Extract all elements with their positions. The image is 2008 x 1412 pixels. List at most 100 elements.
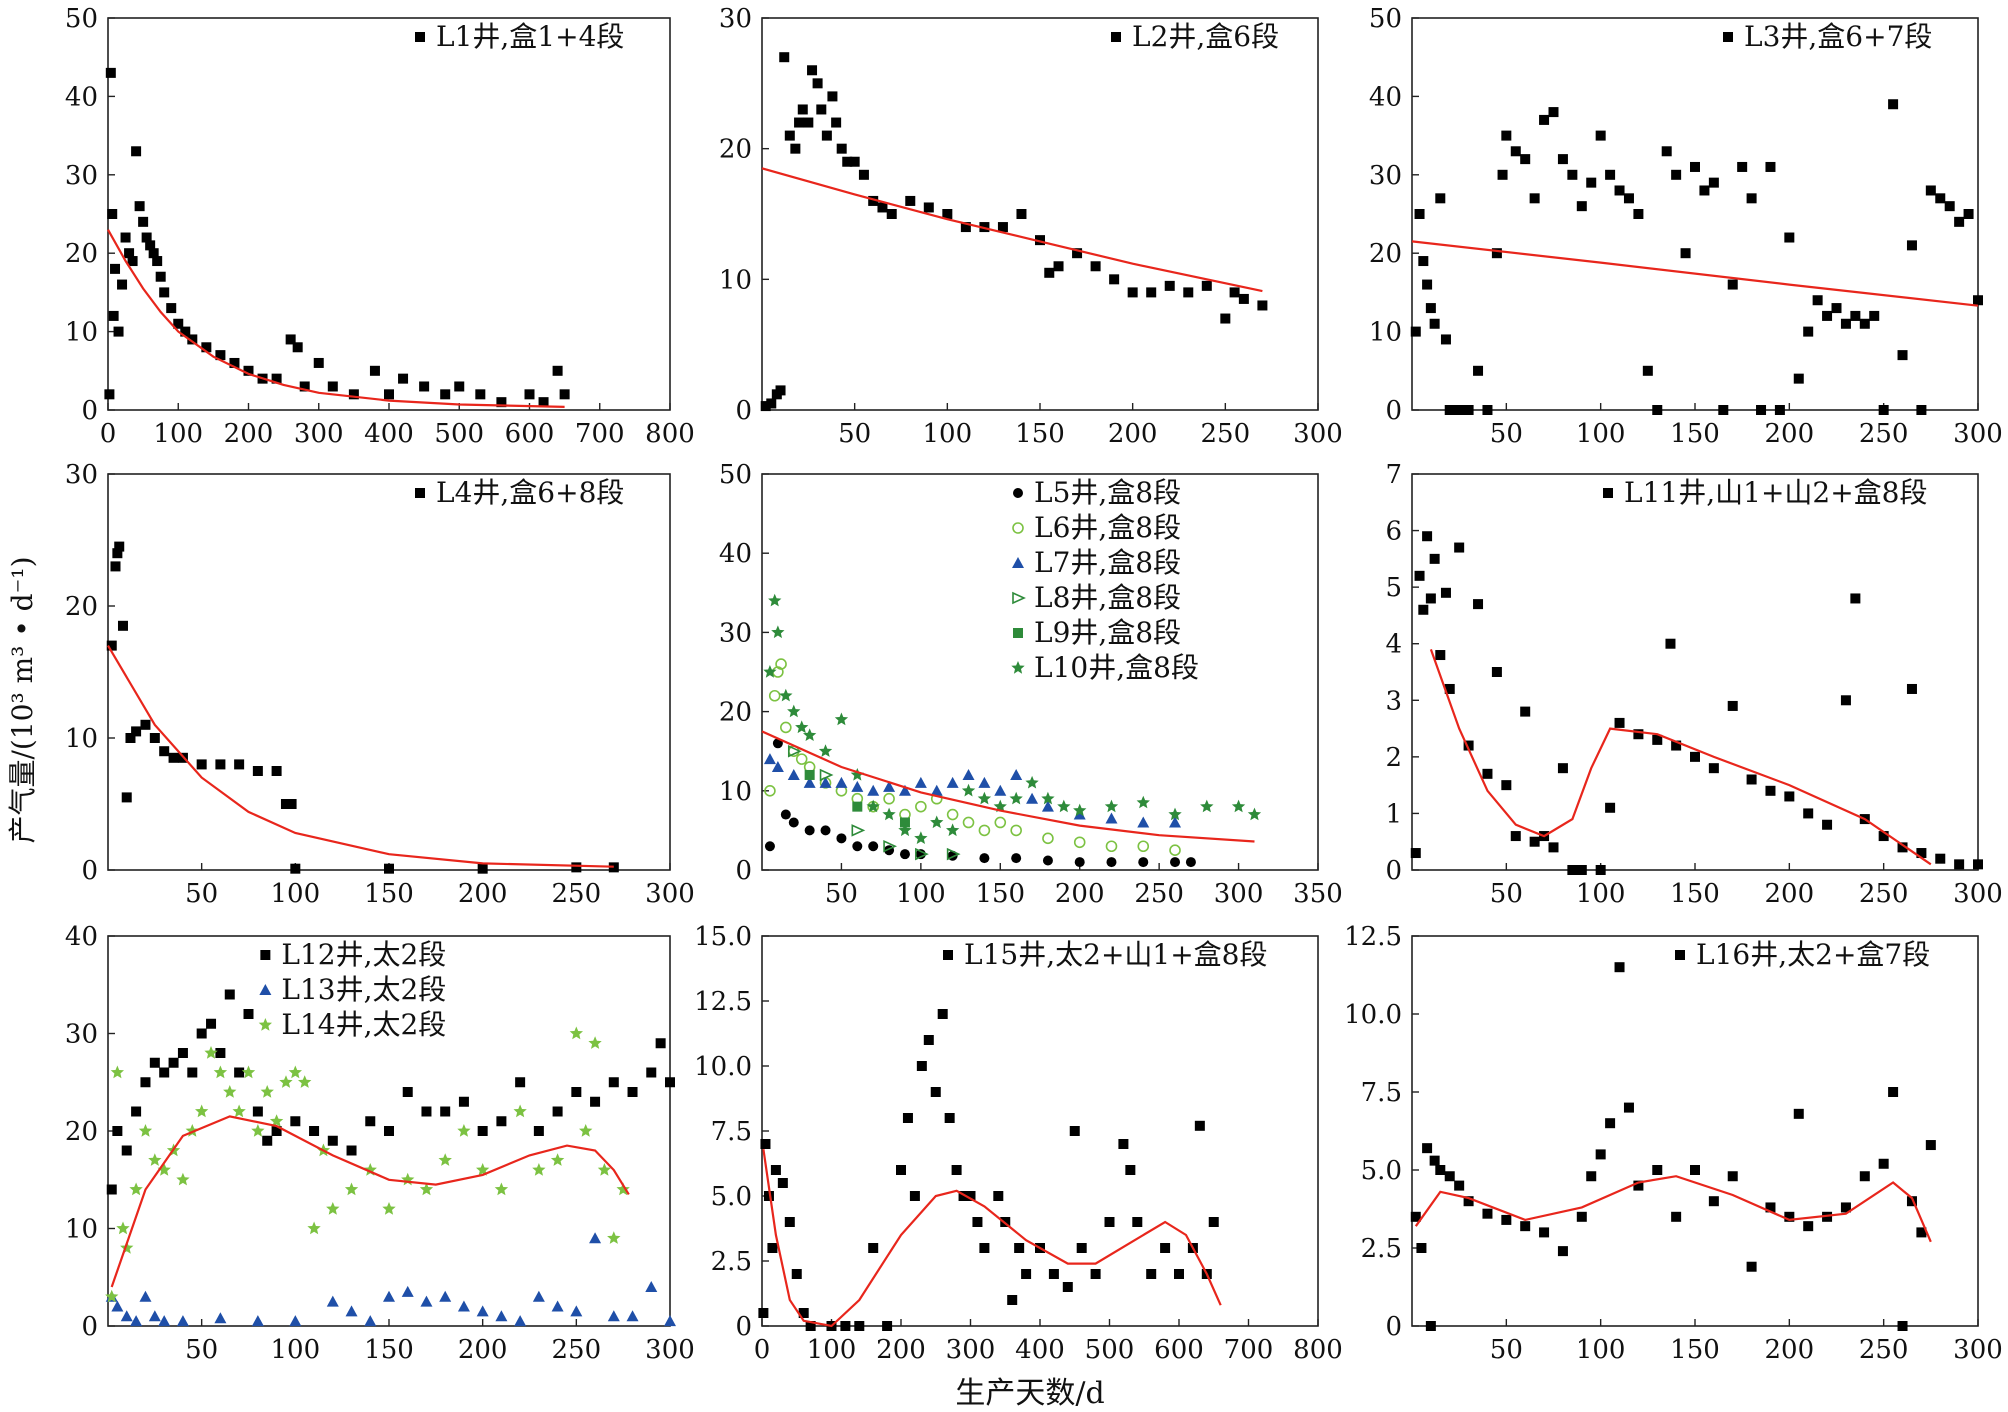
panel-2-data-point — [905, 195, 916, 206]
panel-7-x-tick-label: 100 — [271, 1335, 321, 1365]
panel-7-x-tick-label: 150 — [364, 1335, 414, 1365]
panel-5-data-point — [898, 784, 911, 796]
panel-4-data-point — [252, 766, 263, 776]
panel-4-data-point — [196, 759, 207, 770]
panel-2-fit-curve — [761, 167, 1263, 293]
panel-7-data-point — [223, 1085, 237, 1098]
panel-9-data-point — [1422, 1143, 1433, 1154]
panel-1-x-tick-label: 600 — [505, 419, 555, 449]
panel-5-data-point — [1169, 844, 1181, 857]
panel-5-data-point — [1247, 807, 1262, 821]
panel-9-data-point — [1605, 1118, 1616, 1129]
panel-2-data-point — [797, 104, 808, 115]
panel-8-data-point — [882, 1321, 893, 1331]
panel-2-data-point — [886, 209, 897, 219]
panel-5-data-point — [1011, 853, 1022, 864]
panel-5-data-point — [795, 753, 808, 765]
panel-7-y-tick-label: 10 — [65, 1215, 98, 1245]
panel-3-data-point — [1510, 146, 1521, 157]
panel-3-data-point — [1497, 169, 1508, 180]
panel-4-legend-marker — [415, 488, 425, 498]
panel-7-data-point — [590, 1096, 601, 1107]
panel-5-data-point — [1104, 799, 1119, 813]
panel-6-data-point — [1973, 859, 1983, 870]
panel-2-data-point — [942, 209, 953, 219]
panel-3-data-point — [1954, 216, 1965, 227]
panel-5-data-point — [930, 815, 944, 829]
panel-3-series-2 — [1411, 240, 1979, 307]
panel-9-data-point — [1463, 1196, 1474, 1207]
panel-2-x-tick-label: 250 — [1201, 419, 1251, 449]
panel-5-data-point — [994, 784, 1007, 796]
panel-8-data-point — [1007, 1295, 1018, 1305]
panel-7-data-point — [513, 1104, 527, 1118]
panel-4-x-tick-label: 100 — [271, 879, 321, 909]
panel-4-data-point — [571, 862, 582, 873]
panel-8-data-point — [1090, 1269, 1101, 1279]
panel-7-data-point — [140, 1077, 151, 1088]
panel-6-data-point — [1708, 763, 1719, 774]
panel-1-data-point — [145, 240, 156, 251]
panel-8-data-point — [767, 1243, 778, 1253]
panel-5-data-point — [993, 799, 1007, 813]
panel-7-data-point — [129, 1182, 143, 1196]
panel-5-data-point — [834, 712, 849, 726]
panel-5-data-point — [835, 776, 848, 788]
panel-3-data-point — [1878, 405, 1889, 415]
panel-8-x-tick-label: 600 — [1154, 1335, 1204, 1365]
panel-1-data-point — [113, 326, 124, 337]
panel-2-data-point — [1109, 274, 1120, 285]
panel-2-data-point — [1072, 248, 1083, 259]
panel-4-data-point — [125, 733, 136, 743]
panel-5-legend-label: L5井,盒8段 — [1034, 476, 1181, 509]
panel-7-data-point — [289, 1315, 302, 1327]
panel-9-data-point — [1454, 1180, 1465, 1191]
panel-5-x-tick-label: 350 — [1293, 879, 1343, 909]
panel-2-data-point — [779, 52, 790, 63]
panel-5-data-point — [946, 847, 961, 861]
panel-2-y-tick-label: 0 — [735, 396, 752, 426]
panel-9-data-point — [1520, 1221, 1531, 1232]
panel-2-data-point — [1257, 300, 1268, 311]
panel-4-plot-frame — [107, 473, 671, 871]
panel-5-data-point — [787, 704, 801, 718]
panel-7-data-point — [110, 1065, 124, 1079]
panel-1-data-point — [384, 389, 394, 400]
panel-9-data-point — [1925, 1140, 1936, 1151]
panel-7-data-point — [252, 1106, 263, 1117]
panel-8-data-point — [916, 1061, 927, 1071]
panel-4-data-point — [234, 759, 245, 770]
panel-7-data-point — [213, 1065, 228, 1079]
panel-6-x-tick-label: 200 — [1765, 879, 1815, 909]
panel-7-data-point — [346, 1145, 357, 1156]
panel-3-data-point — [1756, 405, 1767, 415]
panel-6-data-point — [1463, 740, 1474, 751]
panel-8-x-tick-label: 500 — [1085, 1335, 1135, 1365]
panel-1-data-point — [117, 279, 128, 290]
panel-5-data-point — [780, 809, 791, 820]
panel-5-data-point — [851, 780, 864, 792]
panel-9-data-point — [1765, 1202, 1776, 1213]
panel-7-y-tick-label: 40 — [65, 922, 98, 952]
panel-1-data-point — [180, 326, 191, 337]
panel-3-data-point — [1803, 326, 1814, 337]
panel-7-data-point — [307, 1221, 321, 1235]
panel-3-series-1 — [1410, 99, 1983, 415]
panel-5-data-point — [1041, 791, 1055, 805]
panel-7-series-3 — [105, 1026, 630, 1303]
panel-6-y-tick-label: 2 — [1385, 743, 1402, 773]
panel-3-data-point — [1897, 350, 1908, 361]
panel-5-data-point — [1138, 857, 1149, 868]
panel-8-x-tick-label: 300 — [946, 1335, 996, 1365]
panel-8-data-point — [1021, 1269, 1032, 1279]
panel-1-x-tick-label: 300 — [294, 419, 344, 449]
panel-1-x-tick-label: 400 — [364, 419, 414, 449]
panel-1-data-point — [141, 232, 152, 243]
panel-6-data-point — [1690, 751, 1700, 762]
panel-3-data-point — [1633, 209, 1644, 219]
panel-9-y-tick-label: 7.5 — [1361, 1078, 1402, 1108]
panel-7-data-point — [476, 1305, 489, 1317]
panel-6-data-point — [1652, 734, 1663, 745]
panel-3-data-point — [1440, 334, 1451, 345]
panel-6-data-point — [1746, 774, 1757, 785]
